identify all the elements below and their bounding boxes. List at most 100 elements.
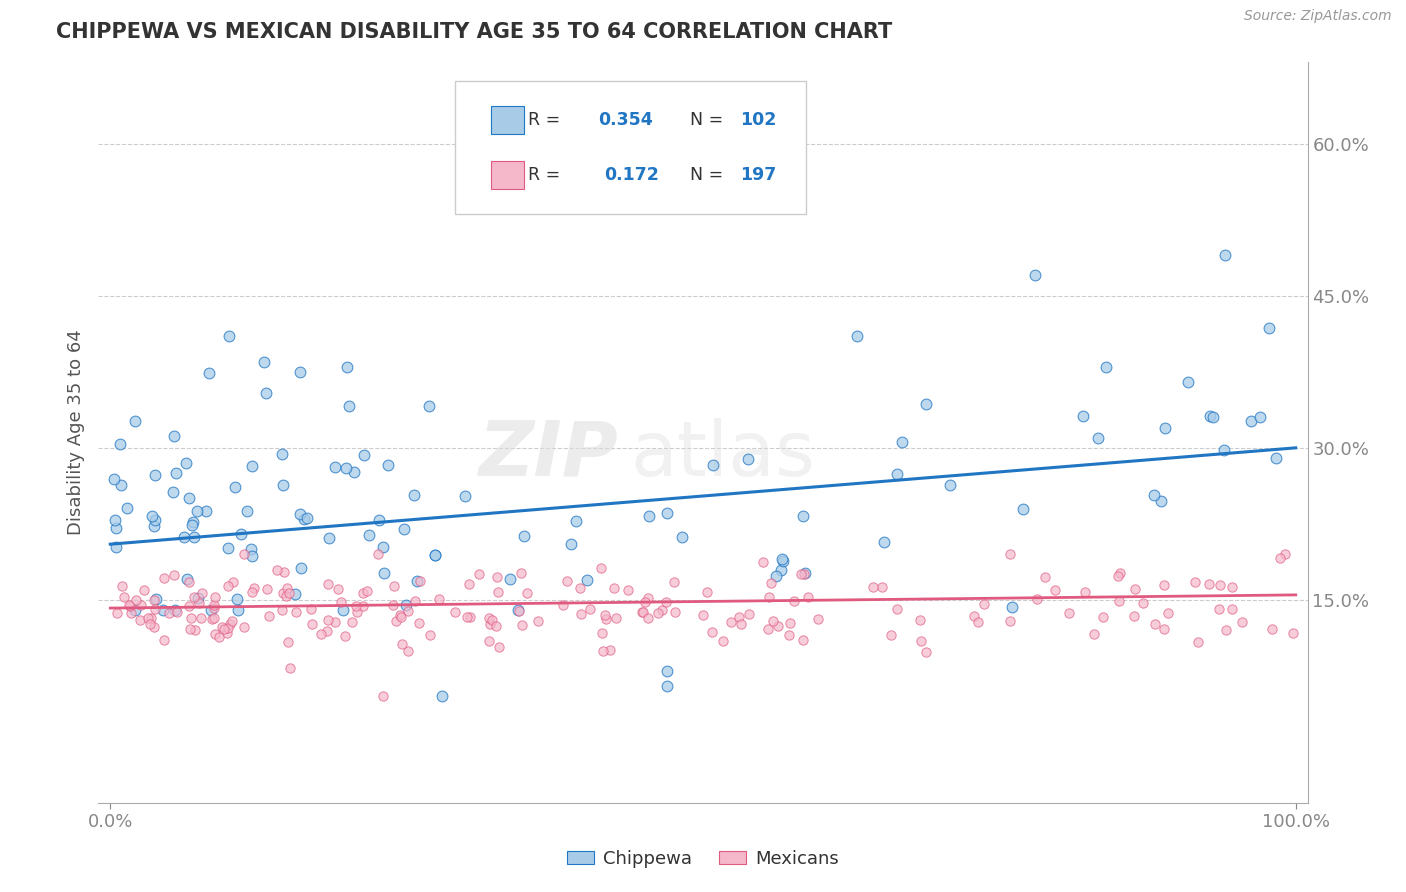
Point [1107, 569, 1129, 583]
Point [1071, 409, 1094, 424]
Point [142, 620, 165, 634]
Point [555, 574, 578, 588]
Point [404, 594, 426, 608]
Point [761, 575, 783, 590]
Point [352, 599, 374, 613]
Point [274, 589, 297, 603]
Point [1177, 375, 1199, 389]
Point [1095, 359, 1118, 374]
Point [418, 400, 440, 414]
Point [727, 609, 749, 624]
Point [356, 584, 378, 599]
Point [104, 521, 127, 535]
Point [212, 622, 235, 636]
Point [593, 607, 616, 622]
Point [1220, 580, 1243, 594]
Point [634, 595, 657, 609]
Point [696, 585, 718, 599]
Point [591, 561, 613, 575]
Point [339, 399, 361, 413]
Point [457, 577, 479, 591]
Point [343, 466, 366, 480]
Point [647, 606, 669, 620]
Point [565, 514, 588, 528]
Point [371, 690, 394, 704]
Point [569, 607, 592, 621]
Point [737, 451, 759, 466]
Point [560, 537, 582, 551]
Point [758, 590, 780, 604]
Point [766, 619, 789, 633]
Point [737, 607, 759, 621]
Point [166, 605, 188, 619]
Point [353, 448, 375, 462]
Point [1057, 607, 1080, 621]
Point [966, 615, 988, 629]
Point [152, 603, 174, 617]
Text: 102: 102 [740, 111, 776, 128]
Point [460, 610, 482, 624]
Point [1154, 420, 1177, 434]
Point [752, 555, 775, 569]
Point [295, 511, 318, 525]
Point [335, 461, 357, 475]
Point [201, 612, 224, 626]
Point [769, 563, 792, 577]
Point [638, 131, 661, 145]
Point [1157, 607, 1180, 621]
Point [284, 587, 307, 601]
Point [232, 547, 254, 561]
Text: 0.172: 0.172 [605, 166, 659, 185]
Point [790, 567, 813, 582]
Point [783, 594, 806, 608]
Point [202, 600, 225, 615]
Point [186, 503, 208, 517]
Point [221, 614, 243, 628]
Point [1025, 591, 1047, 606]
Point [292, 511, 315, 525]
Point [1184, 575, 1206, 590]
Point [218, 329, 240, 343]
Text: N =: N = [679, 111, 730, 128]
Point [197, 366, 219, 380]
Point [478, 634, 501, 648]
Point [271, 447, 294, 461]
Point [271, 477, 294, 491]
Point [756, 623, 779, 637]
Point [778, 628, 800, 642]
Text: R =: R = [529, 111, 565, 128]
Point [419, 627, 441, 641]
Point [772, 554, 794, 568]
Point [478, 611, 501, 625]
Point [1261, 622, 1284, 636]
Point [110, 478, 132, 492]
Point [367, 547, 389, 561]
Point [187, 591, 209, 605]
Point [204, 590, 226, 604]
Point [886, 602, 908, 616]
Point [377, 458, 399, 472]
Point [1240, 414, 1263, 428]
Point [516, 585, 538, 599]
Point [145, 591, 167, 606]
Point [184, 623, 207, 637]
Point [103, 472, 125, 486]
Point [478, 617, 501, 632]
Point [359, 527, 381, 541]
Point [115, 501, 138, 516]
Point [112, 590, 135, 604]
Point [488, 640, 510, 654]
Point [973, 598, 995, 612]
Point [1209, 578, 1232, 592]
Point [309, 626, 332, 640]
Point [392, 522, 415, 536]
Point [938, 478, 960, 492]
Point [389, 608, 412, 623]
Point [240, 549, 263, 563]
Point [256, 386, 278, 401]
Point [336, 359, 359, 374]
Point [711, 634, 734, 648]
Point [1232, 615, 1254, 629]
Point [872, 580, 894, 594]
Point [510, 618, 533, 632]
